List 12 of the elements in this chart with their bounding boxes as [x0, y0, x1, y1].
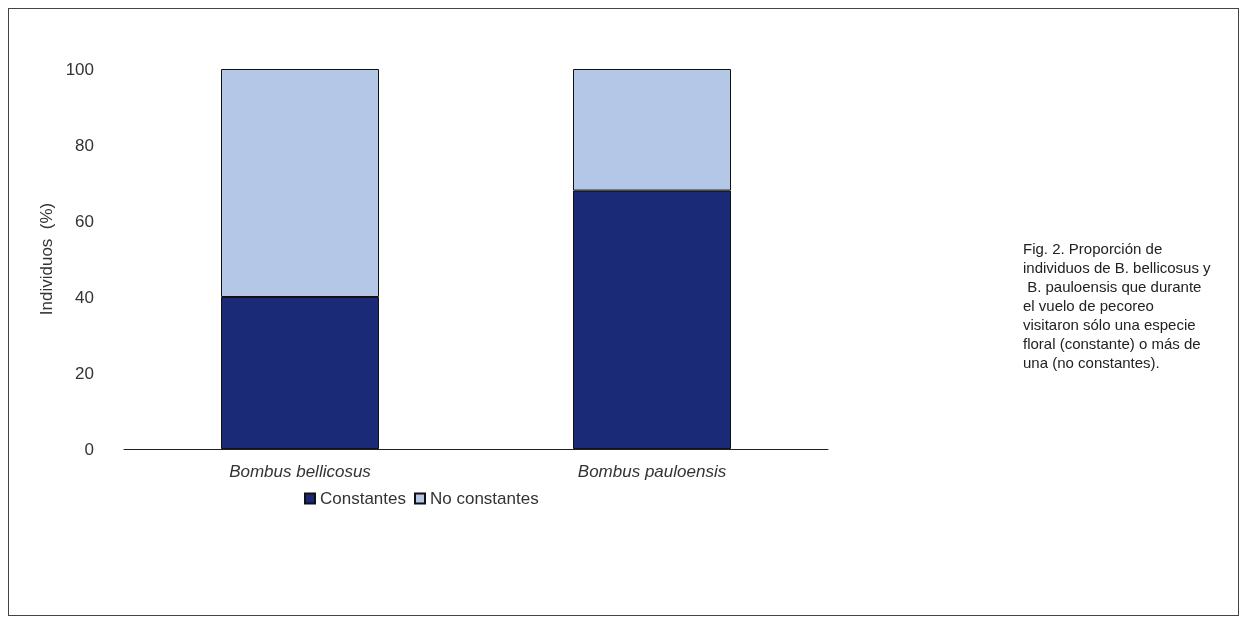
y-tick-label: 40: [75, 287, 94, 307]
y-tick-label: 100: [65, 59, 94, 79]
y-tick-label: 80: [75, 135, 94, 155]
legend-label: Constantes: [320, 489, 406, 508]
x-tick-label: Bombus bellicosus: [229, 462, 372, 481]
y-tick-label: 0: [84, 439, 94, 459]
caption: Fig. 2. Proporción de individuos de B. bellicosus y B. pauloensis que durante el vuelo de pecoreo visitaron sólo una especie floral (constante) o más de una (no constantes).: [1023, 240, 1212, 371]
y-tick-label: 20: [75, 363, 94, 383]
x-tick-label: Bombus pauloensis: [577, 462, 727, 481]
legend-label: No constantes: [430, 489, 539, 508]
y-axis-title: Individuos (%): [36, 202, 56, 316]
y-tick-label: 60: [75, 211, 94, 231]
